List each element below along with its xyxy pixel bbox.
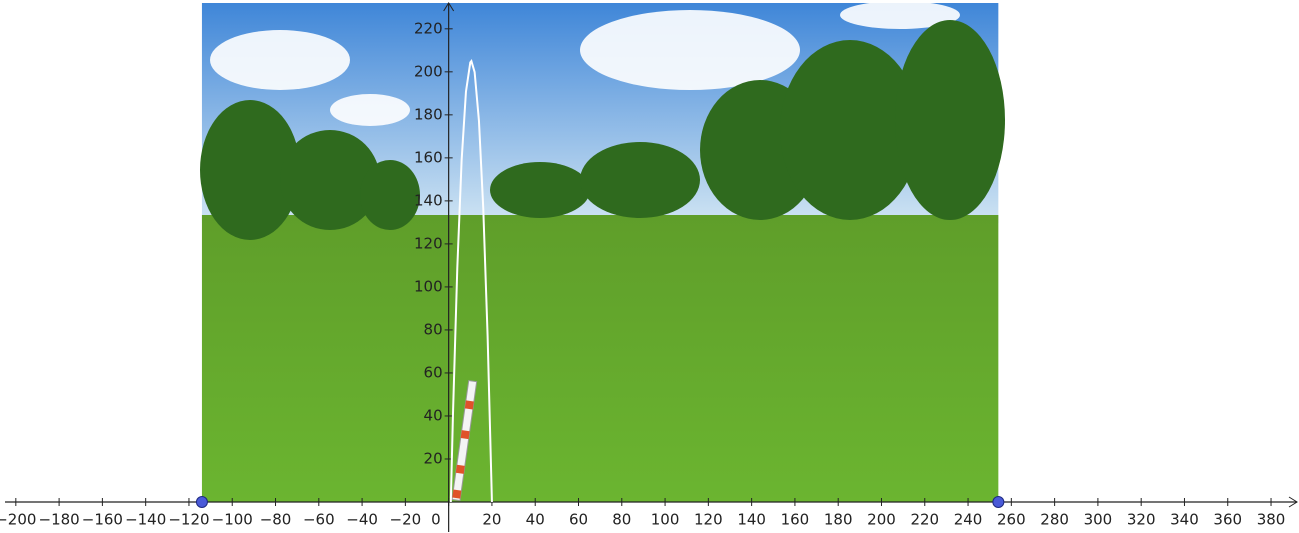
y-tick-label: 20 bbox=[424, 449, 443, 467]
background-image bbox=[200, 1, 1005, 502]
y-tick-label: 220 bbox=[414, 19, 443, 37]
grass bbox=[202, 215, 998, 502]
x-tick-label: 60 bbox=[569, 511, 588, 529]
x-tick-label: 340 bbox=[1170, 511, 1199, 529]
y-tick-label: 60 bbox=[424, 363, 443, 381]
y-tick-label: 180 bbox=[414, 105, 443, 123]
x-tick-label: 0 bbox=[431, 511, 441, 529]
tree bbox=[360, 160, 420, 230]
y-tick-label: 100 bbox=[414, 277, 443, 295]
y-tick-label: 40 bbox=[424, 406, 443, 424]
x-tick-label: −100 bbox=[212, 511, 253, 529]
x-tick-label: 200 bbox=[867, 511, 896, 529]
y-tick-label: 80 bbox=[424, 320, 443, 338]
x-tick-label: −200 bbox=[0, 511, 36, 529]
x-tick-label: 240 bbox=[954, 511, 983, 529]
x-tick-label: −80 bbox=[260, 511, 292, 529]
x-tick-label: −20 bbox=[390, 511, 422, 529]
cloud bbox=[330, 94, 410, 126]
x-tick-label: 300 bbox=[1084, 511, 1113, 529]
x-tick-label: 280 bbox=[1040, 511, 1069, 529]
x-tick-label: −40 bbox=[346, 511, 378, 529]
x-tick-label: 220 bbox=[910, 511, 939, 529]
y-tick-label: 160 bbox=[414, 148, 443, 166]
x-tick-label: 320 bbox=[1127, 511, 1156, 529]
x-tick-label: −120 bbox=[168, 511, 209, 529]
tree bbox=[490, 162, 590, 218]
x-tick-label: 160 bbox=[781, 511, 810, 529]
x-tick-label: 20 bbox=[482, 511, 501, 529]
x-tick-label: 40 bbox=[526, 511, 545, 529]
x-tick-label: −60 bbox=[303, 511, 335, 529]
x-tick-label: 180 bbox=[824, 511, 853, 529]
y-tick-label: 200 bbox=[414, 62, 443, 80]
x-tick-label: 260 bbox=[997, 511, 1026, 529]
tree bbox=[580, 142, 700, 218]
y-tick-label: 140 bbox=[414, 191, 443, 209]
rocket-stripe bbox=[465, 400, 474, 409]
cloud bbox=[210, 30, 350, 90]
y-tick-label: 120 bbox=[414, 234, 443, 252]
x-tick-label: 80 bbox=[612, 511, 631, 529]
rocket-stripe bbox=[452, 490, 461, 499]
graphics-view: −200−180−160−140−120−100−80−60−40−200204… bbox=[0, 0, 1299, 533]
rocket-stripe bbox=[456, 465, 465, 474]
x-tick-label: 360 bbox=[1213, 511, 1242, 529]
x-tick-label: −160 bbox=[82, 511, 123, 529]
cloud bbox=[580, 10, 800, 90]
x-tick-label: −140 bbox=[125, 511, 166, 529]
x-tick-label: 380 bbox=[1257, 511, 1286, 529]
x-tick-label: 140 bbox=[737, 511, 766, 529]
rocket-stripe bbox=[461, 430, 470, 439]
tree bbox=[895, 20, 1005, 220]
point bbox=[196, 497, 207, 508]
point bbox=[993, 497, 1004, 508]
x-tick-label: 120 bbox=[694, 511, 723, 529]
x-tick-label: 100 bbox=[651, 511, 680, 529]
x-tick-label: −180 bbox=[39, 511, 80, 529]
